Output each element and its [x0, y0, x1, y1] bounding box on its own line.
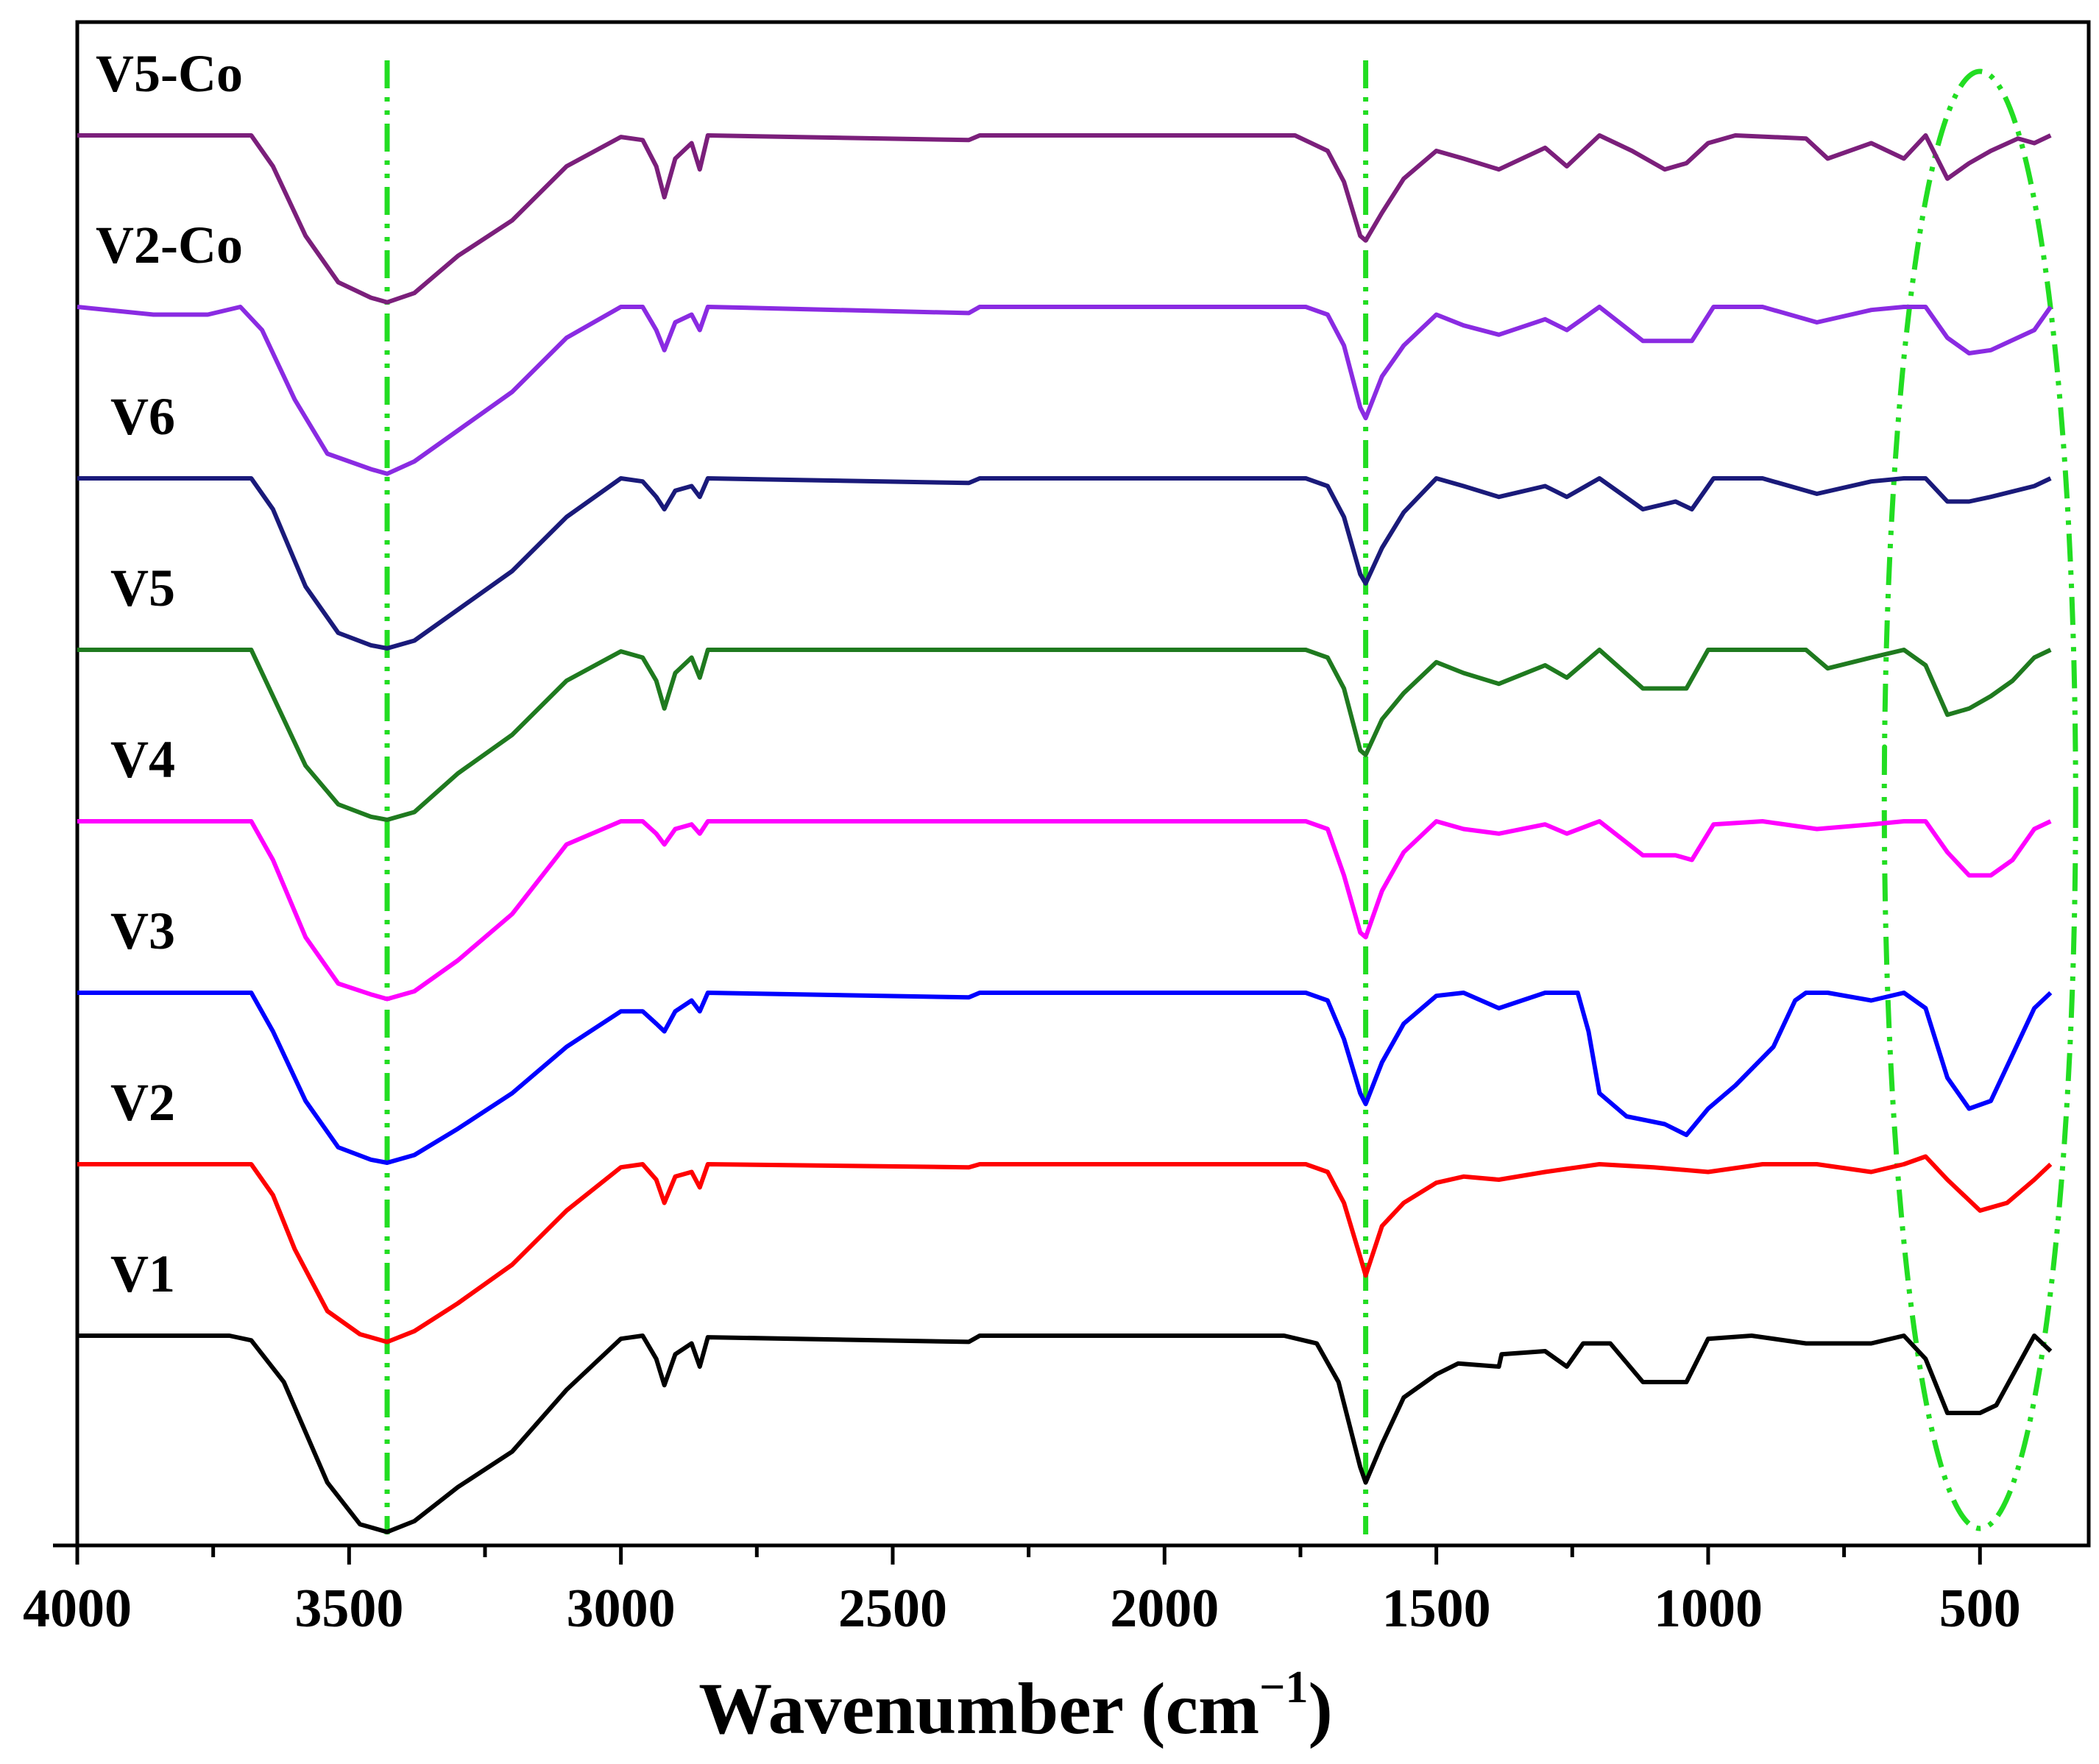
- plot-frame: [53, 20, 2091, 1548]
- x-tick-label: 4000: [23, 1579, 132, 1639]
- series-lines: [77, 133, 2053, 1534]
- series-label-v1: V1: [110, 1244, 175, 1303]
- x-tick-label: 2500: [838, 1579, 947, 1639]
- series-labels: V1 V2 V3 V4 V5 V6 V2-Co V5-Co: [96, 44, 243, 1303]
- x-axis-title: Wavenumber (cm−1): [698, 1662, 1333, 1749]
- x-tick-label: 3000: [567, 1579, 676, 1639]
- x-tick-label: 3500: [294, 1579, 403, 1639]
- series-line-v4: [77, 819, 2052, 1002]
- x-tick-label: 500: [1939, 1579, 2021, 1639]
- series-label-v5-co: V5-Co: [96, 44, 243, 103]
- series-line-v6: [77, 476, 2052, 651]
- series-line-v2-co: [77, 305, 2053, 476]
- series-line-v1: [77, 1333, 2053, 1534]
- guide-lines: [384, 60, 2078, 1534]
- series-line-v2: [77, 1154, 2053, 1345]
- series-label-v2: V2: [110, 1073, 175, 1132]
- x-tick-label: 2000: [1110, 1579, 1219, 1639]
- series-label-v4: V4: [110, 730, 175, 789]
- x-axis-tick-labels: 4000 3500 3000 2500 2000 1500 1000 500: [23, 1579, 2021, 1639]
- series-label-v6: V6: [110, 387, 175, 446]
- series-label-v2-co: V2-Co: [96, 216, 243, 274]
- x-axis-ticks: [75, 1545, 1982, 1565]
- highlight-ellipse: [1881, 68, 2078, 1531]
- series-line-v3: [77, 991, 2053, 1165]
- series-line-v5-co: [77, 133, 2052, 305]
- series-label-v3: V3: [110, 902, 175, 960]
- x-tick-label: 1500: [1382, 1579, 1491, 1639]
- plot-border: [75, 20, 2091, 1548]
- x-tick-label: 1000: [1654, 1579, 1763, 1639]
- series-label-v5: V5: [110, 559, 175, 617]
- series-line-v5: [77, 648, 2052, 822]
